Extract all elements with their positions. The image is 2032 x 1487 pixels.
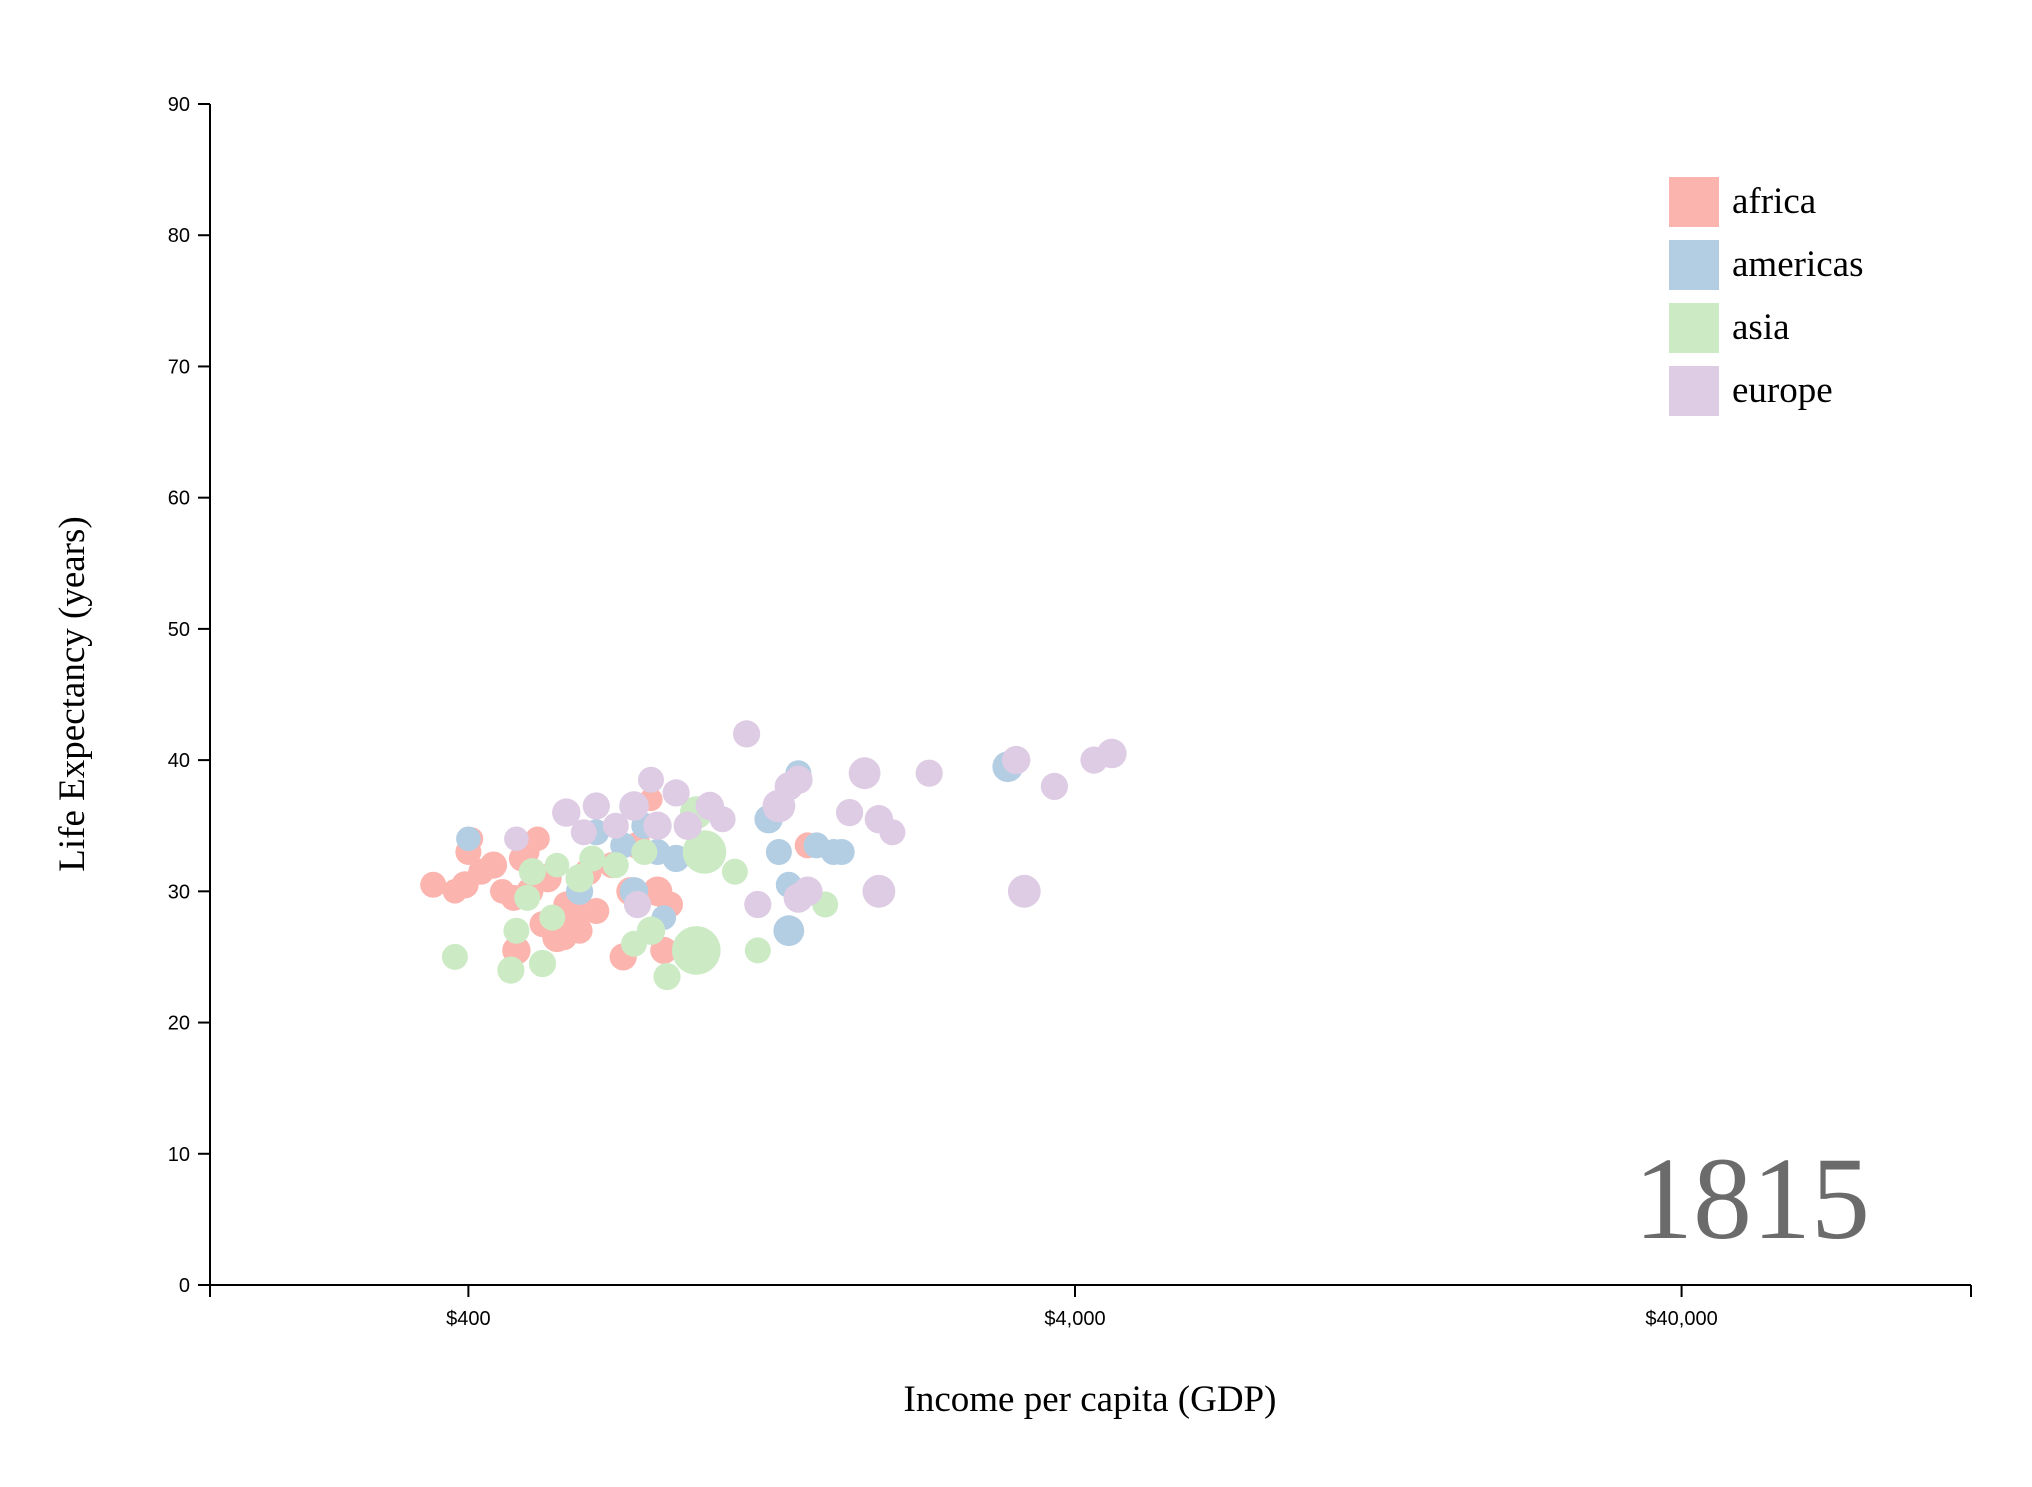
bubble-europe[interactable] xyxy=(570,819,597,846)
bubble-europe[interactable] xyxy=(733,720,761,748)
x-axis: $400 $4,000 $40,000 xyxy=(209,1284,1972,1330)
y-axis: 0 10 20 30 40 50 60 70 80 90 xyxy=(168,94,211,1297)
bubble-americas[interactable] xyxy=(610,832,637,859)
legend-label-americas: americas xyxy=(1732,244,1863,285)
legend-label-asia: asia xyxy=(1732,307,1790,348)
bubble-asia[interactable] xyxy=(441,943,468,970)
bubble-europe[interactable] xyxy=(662,779,690,807)
bubble-europe[interactable] xyxy=(744,890,772,919)
bubble-asia[interactable] xyxy=(653,963,681,991)
bubble-europe[interactable] xyxy=(1007,874,1041,908)
bubble-europe[interactable] xyxy=(848,757,881,790)
y-tick-label: 60 xyxy=(168,488,190,510)
bubble-europe[interactable] xyxy=(619,791,649,821)
bubble-europe[interactable] xyxy=(602,812,629,839)
bubble-asia[interactable] xyxy=(682,830,727,874)
y-tick-label: 10 xyxy=(168,1144,190,1166)
y-axis-title: Life Expectancy (years) xyxy=(52,516,93,871)
x-tick-label: $400 xyxy=(446,1308,491,1330)
bubble-europe[interactable] xyxy=(552,798,581,827)
bubble-europe[interactable] xyxy=(709,806,736,833)
y-axis-ticks: 0 10 20 30 40 50 60 70 80 90 xyxy=(168,94,210,1297)
x-tick-label: $40,000 xyxy=(1645,1308,1717,1330)
bubble-europe[interactable] xyxy=(638,766,664,793)
bubble-asia[interactable] xyxy=(544,852,570,878)
bubble-europe[interactable] xyxy=(784,765,813,794)
year-label: 1815 xyxy=(1634,1133,1870,1264)
bubble-europe[interactable] xyxy=(643,811,672,840)
bubble-africa[interactable] xyxy=(479,851,508,879)
bubble-asia[interactable] xyxy=(602,852,629,879)
x-axis-ticks: $400 $4,000 $40,000 xyxy=(446,1285,1718,1330)
legend: africa americas asia europe xyxy=(1669,177,1863,416)
bubble-europe[interactable] xyxy=(836,799,864,827)
bubble-africa[interactable] xyxy=(525,826,550,852)
bubble-europe[interactable] xyxy=(1097,738,1127,769)
bubble-europe[interactable] xyxy=(792,876,823,907)
bubble-americas[interactable] xyxy=(456,826,481,852)
legend-swatch-africa xyxy=(1669,177,1719,227)
bubble-europe[interactable] xyxy=(582,792,610,820)
x-axis-title: Income per capita (GDP) xyxy=(904,1379,1277,1420)
bubble-asia[interactable] xyxy=(636,916,666,945)
y-tick-label: 80 xyxy=(168,225,190,247)
bubble-europe[interactable] xyxy=(504,826,529,852)
y-tick-label: 20 xyxy=(168,1013,190,1035)
bubble-asia[interactable] xyxy=(672,926,721,975)
legend-swatch-asia xyxy=(1669,303,1719,353)
bubble-asia[interactable] xyxy=(514,884,541,911)
bubble-europe[interactable] xyxy=(623,890,652,919)
bubble-americas[interactable] xyxy=(803,832,830,859)
legend-label-africa: africa xyxy=(1732,181,1816,222)
bubble-asia[interactable] xyxy=(721,858,748,885)
bubble-americas[interactable] xyxy=(773,915,805,947)
bubble-asia[interactable] xyxy=(631,839,658,865)
bubble-americas[interactable] xyxy=(765,839,792,865)
bubble-europe[interactable] xyxy=(915,759,943,787)
y-tick-label: 70 xyxy=(168,356,190,378)
bubble-africa[interactable] xyxy=(420,871,447,898)
y-tick-label: 50 xyxy=(168,619,190,641)
bubble-asia[interactable] xyxy=(503,917,530,944)
bubble-asia[interactable] xyxy=(565,864,594,893)
bubble-europe[interactable] xyxy=(1040,772,1068,801)
bubble-asia[interactable] xyxy=(744,937,771,964)
y-tick-label: 90 xyxy=(168,94,190,116)
legend-label-europe: europe xyxy=(1732,370,1833,411)
legend-swatch-europe xyxy=(1669,366,1719,416)
y-tick-label: 40 xyxy=(168,750,190,772)
bubble-africa[interactable] xyxy=(650,936,678,965)
bubble-asia[interactable] xyxy=(539,904,566,931)
x-tick-label: $4,000 xyxy=(1044,1308,1105,1330)
bubble-asia[interactable] xyxy=(518,858,547,886)
bubble-africa[interactable] xyxy=(566,917,593,944)
legend-swatch-americas xyxy=(1669,240,1719,290)
bubble-asia[interactable] xyxy=(528,949,557,978)
bubble-africa[interactable] xyxy=(583,898,610,924)
y-tick-label: 0 xyxy=(179,1275,190,1297)
bubble-asia[interactable] xyxy=(579,845,606,872)
bubbles-layer xyxy=(420,720,1127,991)
bubble-asia[interactable] xyxy=(497,956,525,984)
bubble-europe[interactable] xyxy=(879,819,906,846)
bubble-europe[interactable] xyxy=(862,874,896,908)
y-tick-label: 30 xyxy=(168,881,190,903)
bubble-europe[interactable] xyxy=(673,811,702,840)
bubble-americas[interactable] xyxy=(828,839,855,865)
bubble-europe[interactable] xyxy=(1002,745,1031,775)
